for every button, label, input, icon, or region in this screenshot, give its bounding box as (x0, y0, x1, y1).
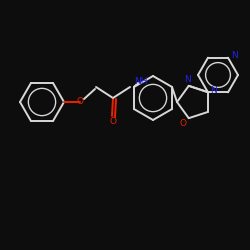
Text: N: N (184, 75, 191, 84)
Text: O: O (76, 98, 84, 106)
Text: NH: NH (134, 78, 147, 86)
Text: N: N (210, 86, 217, 94)
Text: O: O (179, 119, 186, 128)
Text: O: O (110, 118, 116, 126)
Text: N: N (230, 51, 237, 60)
